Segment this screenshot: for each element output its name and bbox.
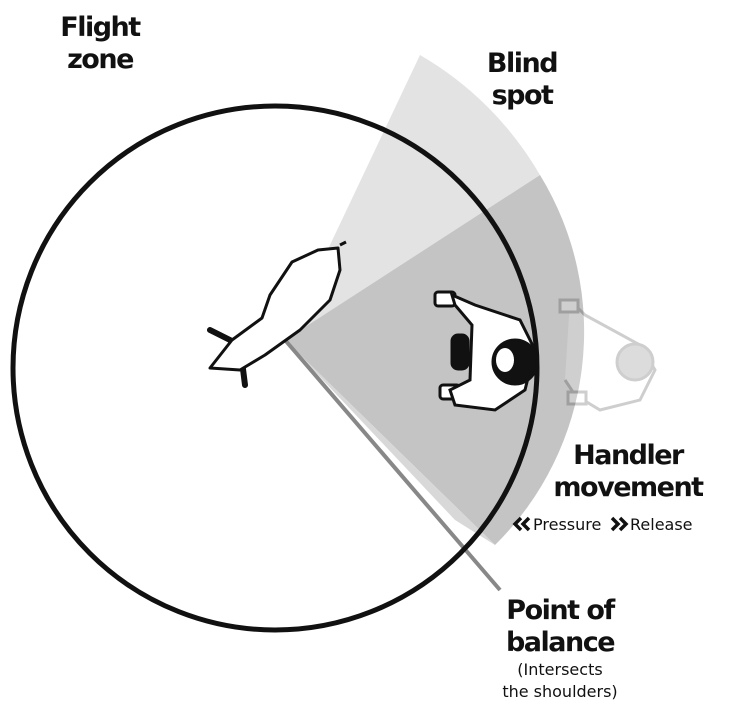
blind-spot-label: spot: [492, 80, 554, 111]
point-of-balance-note: the shoulders): [502, 682, 617, 701]
flight-zone-label: zone: [67, 44, 133, 75]
ghost-handler: [560, 300, 655, 410]
handler-movement-label: Handler: [573, 440, 685, 471]
point-of-balance-note: (Intersects: [517, 660, 602, 679]
flight-zone-label: Flight: [60, 12, 141, 43]
release-icon: [612, 518, 626, 530]
point-of-balance-label: Point of: [506, 595, 615, 626]
handler-movement-label: movement: [553, 472, 704, 503]
release-label: Release: [630, 515, 693, 534]
pressure-label: Pressure: [533, 515, 601, 534]
page: Flight zone Blind spot Handler movement …: [0, 0, 743, 708]
blind-spot-label: Blind: [487, 48, 557, 79]
pressure-icon: [515, 518, 529, 530]
diagram: Flight zone Blind spot Handler movement …: [0, 0, 743, 708]
point-of-balance-label: balance: [506, 627, 614, 658]
